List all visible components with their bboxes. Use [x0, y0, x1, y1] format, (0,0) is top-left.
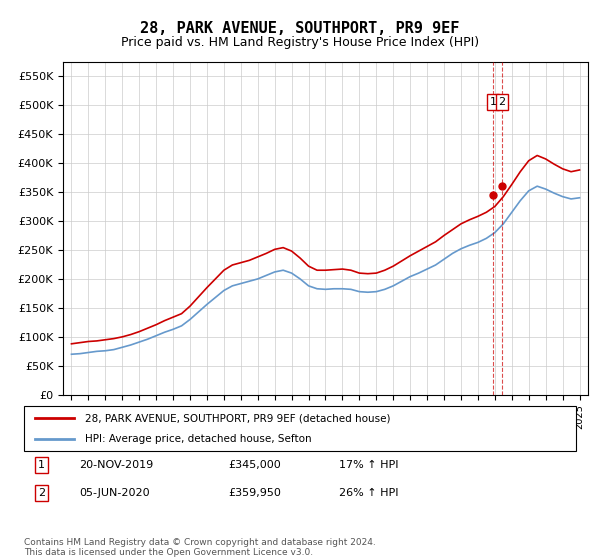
Text: 26% ↑ HPI: 26% ↑ HPI [338, 488, 398, 498]
Text: £359,950: £359,950 [228, 488, 281, 498]
Text: 20-NOV-2019: 20-NOV-2019 [79, 460, 154, 470]
Text: 17% ↑ HPI: 17% ↑ HPI [338, 460, 398, 470]
Text: 05-JUN-2020: 05-JUN-2020 [79, 488, 150, 498]
Text: Price paid vs. HM Land Registry's House Price Index (HPI): Price paid vs. HM Land Registry's House … [121, 36, 479, 49]
Text: HPI: Average price, detached house, Sefton: HPI: Average price, detached house, Seft… [85, 433, 311, 444]
Text: 28, PARK AVENUE, SOUTHPORT, PR9 9EF: 28, PARK AVENUE, SOUTHPORT, PR9 9EF [140, 21, 460, 36]
Text: 1: 1 [490, 97, 496, 107]
Text: 2: 2 [38, 488, 45, 498]
Text: £345,000: £345,000 [228, 460, 281, 470]
Text: Contains HM Land Registry data © Crown copyright and database right 2024.
This d: Contains HM Land Registry data © Crown c… [24, 538, 376, 557]
Text: 28, PARK AVENUE, SOUTHPORT, PR9 9EF (detached house): 28, PARK AVENUE, SOUTHPORT, PR9 9EF (det… [85, 413, 390, 423]
Text: 1: 1 [38, 460, 45, 470]
Text: 2: 2 [499, 97, 506, 107]
